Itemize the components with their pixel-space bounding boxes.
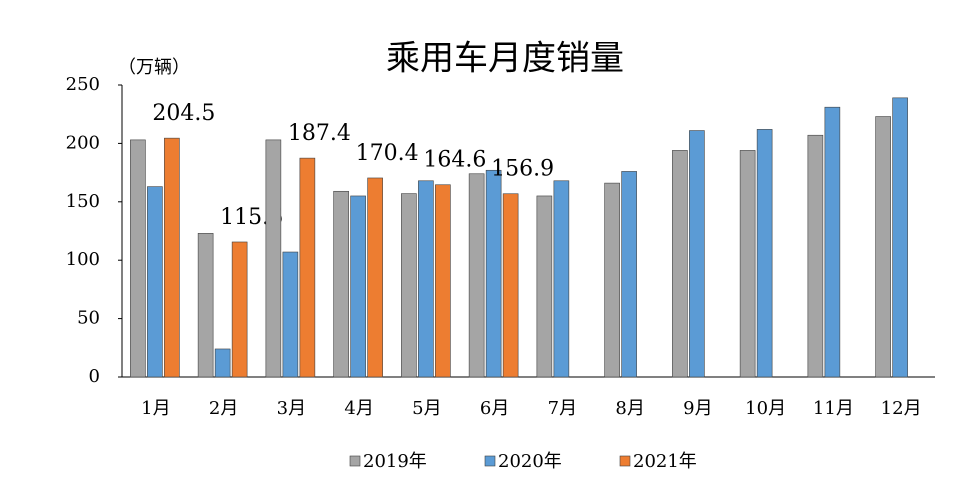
x-tick-label: 10月 — [745, 398, 786, 419]
bar — [739, 150, 756, 378]
bar — [231, 241, 248, 378]
bar — [435, 184, 451, 378]
x-tick-label: 3月 — [277, 398, 306, 419]
bar — [350, 195, 366, 378]
value-label: 187.4 — [288, 121, 351, 146]
value-label: 156.9 — [491, 157, 554, 182]
x-tick-label: 11月 — [813, 398, 854, 419]
x-tick-label: 5月 — [412, 398, 441, 419]
bar — [689, 130, 705, 378]
y-tick-label: 0 — [89, 366, 100, 387]
x-tick-label: 9月 — [683, 398, 712, 419]
bar — [265, 139, 282, 378]
y-tick-label: 150 — [66, 191, 100, 212]
bar — [824, 106, 841, 378]
y-tick-label: 250 — [66, 74, 100, 95]
bar — [333, 190, 349, 378]
bar — [536, 195, 553, 378]
y-axis-label: （万辆） — [118, 57, 190, 78]
x-tick-label: 6月 — [480, 398, 509, 419]
legend-swatch — [349, 455, 361, 467]
chart-title: 乘用车月度销量 — [386, 39, 624, 79]
value-label: 170.4 — [356, 141, 419, 166]
legend-label: 2021年 — [633, 451, 697, 472]
bar — [604, 182, 620, 378]
bar — [892, 97, 908, 378]
legend-label: 2019年 — [363, 451, 427, 472]
y-tick-label: 100 — [66, 249, 100, 270]
legend-swatch — [619, 455, 631, 467]
bar — [130, 139, 146, 378]
bar — [502, 193, 519, 378]
value-label: 204.5 — [152, 101, 215, 126]
bar — [367, 177, 383, 378]
bar — [807, 134, 824, 378]
x-tick-label: 1月 — [141, 398, 170, 419]
bar — [282, 251, 299, 378]
bar — [418, 180, 434, 378]
bar — [672, 150, 688, 378]
legend-swatch — [484, 455, 496, 467]
bar — [147, 186, 163, 378]
x-tick-label: 8月 — [615, 398, 644, 419]
x-tick-label: 7月 — [548, 398, 577, 419]
bar — [756, 129, 773, 378]
y-tick-label: 200 — [66, 132, 100, 153]
bar — [485, 169, 502, 378]
bar — [164, 137, 180, 378]
y-tick-label: 50 — [77, 308, 100, 329]
bar — [299, 157, 316, 378]
bar — [553, 180, 570, 378]
value-label: 164.6 — [423, 148, 486, 173]
x-tick-label: 4月 — [344, 398, 373, 419]
bar — [468, 173, 485, 378]
x-tick-label: 12月 — [881, 398, 922, 419]
legend-label: 2020年 — [498, 451, 562, 472]
bar — [401, 193, 417, 378]
bar — [621, 171, 637, 378]
x-tick-label: 2月 — [209, 398, 238, 419]
bar — [214, 348, 231, 378]
bar — [875, 116, 891, 378]
bar — [197, 233, 214, 378]
